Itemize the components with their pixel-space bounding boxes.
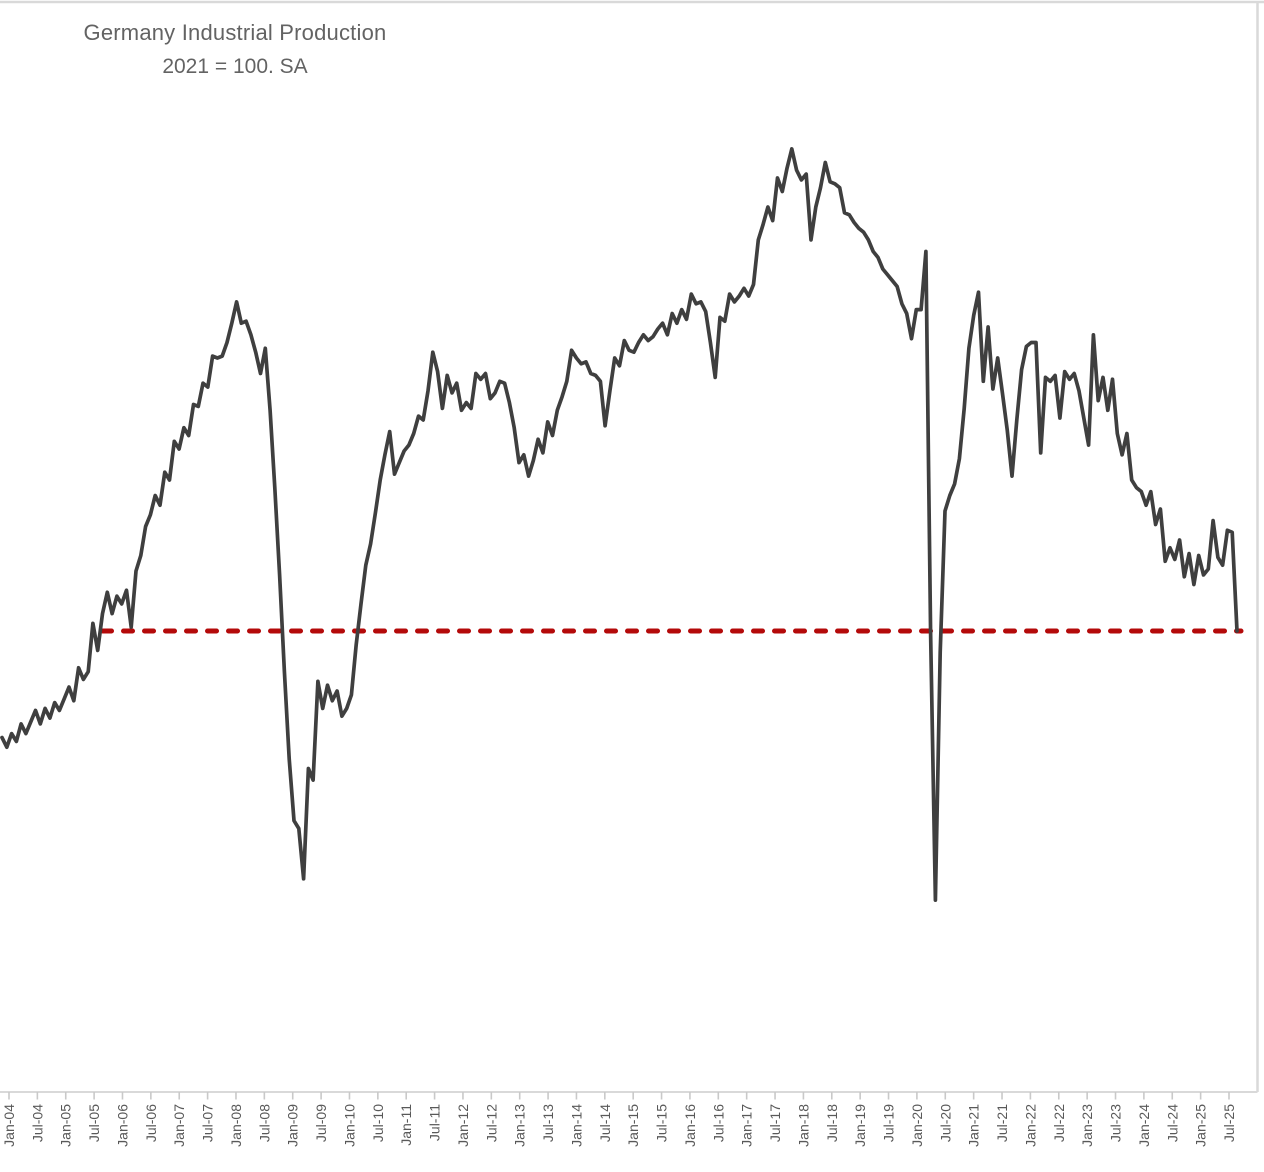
x-axis-label: Jan-14 bbox=[568, 1104, 584, 1147]
x-axis-label: Jul-15 bbox=[654, 1104, 670, 1142]
x-axis-label: Jul-08 bbox=[256, 1104, 272, 1142]
x-axis-label: Jan-17 bbox=[739, 1104, 755, 1147]
x-axis-label: Jul-06 bbox=[143, 1104, 159, 1142]
x-axis-label: Jan-11 bbox=[398, 1104, 414, 1146]
x-axis-label: Jan-13 bbox=[512, 1104, 528, 1147]
x-axis-label: Jul-07 bbox=[200, 1104, 216, 1142]
x-axis-label: Jan-12 bbox=[455, 1104, 471, 1147]
x-axis-label: Jul-19 bbox=[881, 1104, 897, 1142]
x-axis-label: Jan-21 bbox=[966, 1104, 982, 1147]
x-axis-label: Jan-06 bbox=[114, 1104, 130, 1147]
x-axis-label: Jan-09 bbox=[285, 1104, 301, 1147]
x-axis-label: Jan-08 bbox=[228, 1104, 244, 1147]
x-axis-label: Jul-17 bbox=[767, 1104, 783, 1142]
x-axis-label: Jul-24 bbox=[1164, 1104, 1180, 1142]
x-axis-label: Jul-14 bbox=[597, 1104, 613, 1142]
x-axis-label: Jul-23 bbox=[1108, 1104, 1124, 1142]
x-axis-label: Jul-20 bbox=[937, 1104, 953, 1142]
x-axis-label: Jul-04 bbox=[29, 1104, 45, 1142]
x-axis-label: Jul-16 bbox=[710, 1104, 726, 1142]
x-axis-label: Jan-07 bbox=[171, 1104, 187, 1147]
x-axis-label: Jul-25 bbox=[1221, 1104, 1237, 1142]
x-axis-label: Jan-22 bbox=[1022, 1104, 1038, 1147]
x-axis-label: Jan-10 bbox=[341, 1104, 357, 1147]
x-axis-label: Jul-11 bbox=[427, 1104, 443, 1141]
x-axis-label: Jul-13 bbox=[540, 1104, 556, 1142]
x-axis-label: Jul-21 bbox=[994, 1104, 1010, 1142]
x-axis-label: Jan-04 bbox=[1, 1104, 17, 1147]
x-axis-label: Jul-12 bbox=[483, 1104, 499, 1142]
series-line bbox=[0, 147, 1239, 902]
x-axis-label: Jul-18 bbox=[824, 1104, 840, 1142]
x-axis-label: Jan-24 bbox=[1136, 1104, 1152, 1147]
x-axis-label: Jan-23 bbox=[1079, 1104, 1095, 1147]
x-axis-label: Jan-15 bbox=[625, 1104, 641, 1147]
x-axis-label: Jan-05 bbox=[58, 1104, 74, 1147]
x-axis-label: Jan-16 bbox=[682, 1104, 698, 1147]
x-axis-label: Jan-18 bbox=[795, 1104, 811, 1147]
x-axis-label: Jul-09 bbox=[313, 1104, 329, 1142]
x-axis-label: Jan-20 bbox=[909, 1104, 925, 1147]
x-axis-label: Jan-19 bbox=[852, 1104, 868, 1147]
x-axis-label: Jan-25 bbox=[1193, 1104, 1209, 1147]
x-axis-label: Jul-22 bbox=[1051, 1104, 1067, 1142]
x-axis-label: Jul-05 bbox=[86, 1104, 102, 1142]
x-axis-label: Jul-10 bbox=[370, 1104, 386, 1142]
